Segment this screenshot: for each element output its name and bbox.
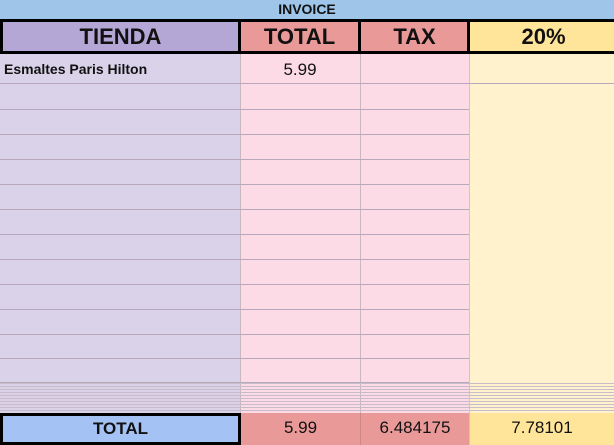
table-row[interactable] <box>0 285 469 310</box>
table-row[interactable] <box>0 84 469 110</box>
table-row[interactable] <box>0 135 469 160</box>
table-row[interactable] <box>0 235 469 260</box>
table-row[interactable] <box>0 335 469 359</box>
header-tax[interactable]: TAX <box>358 19 471 54</box>
column-tienda <box>0 54 240 413</box>
row-divider <box>0 392 614 393</box>
store-cell[interactable]: Esmaltes Paris Hilton <box>4 61 148 77</box>
table-row[interactable] <box>0 359 469 383</box>
column-total <box>240 54 360 413</box>
table-row[interactable]: Esmaltes Paris Hilton 5.99 <box>0 56 614 84</box>
row-divider <box>0 386 614 387</box>
sheet-title: INVOICE <box>0 0 614 19</box>
row-divider <box>0 410 614 411</box>
table-row[interactable] <box>0 160 469 185</box>
column-tax <box>360 54 469 413</box>
row-divider <box>0 395 614 396</box>
table-row[interactable] <box>0 110 469 135</box>
column-20-percent <box>469 54 614 413</box>
row-divider <box>0 398 614 399</box>
total-cell[interactable]: 5.99 <box>283 60 317 79</box>
header-tienda[interactable]: TIENDA <box>0 19 241 54</box>
table-row[interactable] <box>0 185 469 210</box>
row-divider <box>0 401 614 402</box>
row-divider <box>0 404 614 405</box>
row-divider <box>0 389 614 390</box>
total-sum-cell[interactable]: 5.99 <box>241 413 360 445</box>
total-label: TOTAL <box>0 413 241 445</box>
row-divider <box>0 383 614 384</box>
header-20-percent[interactable]: 20% <box>467 19 614 54</box>
header-total[interactable]: TOTAL <box>238 19 361 54</box>
table-row[interactable] <box>0 310 469 335</box>
total-pct-cell[interactable]: 7.78101 <box>469 413 614 445</box>
row-divider <box>0 407 614 408</box>
table-row[interactable] <box>0 260 469 285</box>
table-row[interactable] <box>0 210 469 235</box>
total-tax-cell[interactable]: 6.484175 <box>360 413 469 445</box>
